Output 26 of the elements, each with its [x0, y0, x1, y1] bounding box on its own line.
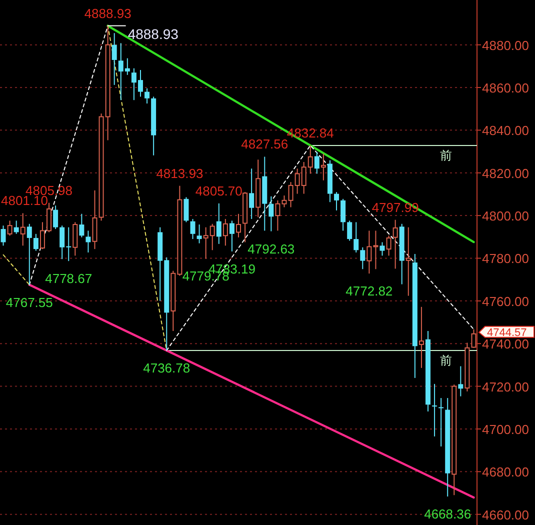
y-tick-label: 4800.00 — [482, 208, 529, 224]
annotation: 4778.67 — [45, 271, 92, 286]
y-tick-label: 4760.00 — [482, 294, 529, 309]
y-tick-label: 4880.00 — [482, 38, 529, 53]
ref-line-label: 前 — [440, 353, 452, 368]
y-tick-label: 4680.00 — [482, 464, 529, 480]
y-tick-label: 4780.00 — [482, 251, 529, 266]
annotation: 4767.55 — [6, 294, 53, 310]
price-tag: 4744.57 — [478, 326, 534, 339]
annotation: 4888.93 — [128, 26, 179, 42]
annotation: 4792.63 — [248, 241, 295, 256]
annotation: 4888.93 — [84, 6, 132, 21]
y-tick-label: 4660.00 — [482, 507, 529, 522]
annotation: 4805.70 — [195, 183, 242, 198]
y-tick-label: 4860.00 — [482, 80, 529, 96]
y-tick-label: 4720.00 — [482, 379, 529, 394]
annotation: 4772.82 — [346, 284, 393, 299]
ref-line-label: 前 — [440, 148, 452, 162]
annotation: 4827.56 — [241, 136, 288, 152]
annotation: 4813.93 — [156, 166, 204, 181]
y-tick-label: 4740.00 — [482, 336, 529, 352]
y-tick-label: 4820.00 — [482, 166, 529, 181]
annotation: 4736.78 — [143, 360, 190, 376]
y-tick-label: 4700.00 — [482, 422, 529, 437]
y-tick-label: 4840.00 — [482, 123, 529, 138]
annotation: 4668.36 — [424, 506, 472, 522]
